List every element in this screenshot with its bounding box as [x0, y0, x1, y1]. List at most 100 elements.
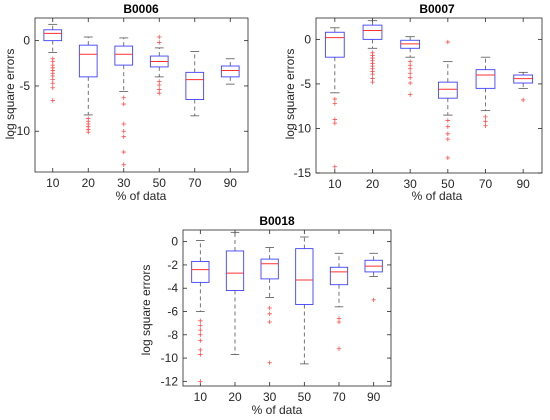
box-10	[43, 23, 63, 103]
box-iqr	[475, 69, 496, 89]
x-tick-label: 30	[403, 177, 417, 191]
chart-panel-b0018: B0018 % of data log square errors 0 -2 -4 -…	[139, 214, 392, 417]
x-tick-label: 90	[367, 390, 381, 404]
outlier-point	[267, 305, 272, 311]
box-30	[114, 37, 134, 167]
x-tick-label: 50	[441, 177, 455, 191]
box-iqr	[114, 45, 134, 66]
outlier-point	[407, 80, 413, 86]
plot-frame	[34, 17, 249, 173]
outlier-point	[267, 360, 272, 365]
outlier-point	[121, 101, 126, 107]
outlier-point	[445, 155, 451, 161]
outlier-point	[407, 71, 413, 76]
x-tick-label: 70	[332, 390, 346, 404]
outlier-point	[157, 40, 162, 45]
box-70	[475, 56, 496, 128]
y-tick-label: -10	[13, 124, 31, 138]
outlier-point	[332, 164, 338, 169]
outlier-point	[445, 124, 451, 129]
outlier-point	[198, 323, 203, 328]
x-tick-label: 50	[298, 390, 312, 404]
outlier-point	[198, 352, 203, 357]
box-iqr	[78, 44, 98, 78]
x-axis-label: % of data	[252, 403, 303, 417]
box-iqr	[185, 71, 205, 100]
x-tick-label: 10	[194, 390, 208, 404]
box-70	[185, 51, 205, 117]
box-iqr	[295, 248, 314, 305]
box-30	[400, 36, 421, 97]
outlier-point	[520, 97, 526, 103]
box-90	[220, 58, 240, 85]
x-axis-label: % of data	[412, 189, 463, 203]
x-tick-label: 30	[117, 176, 131, 190]
box-20	[362, 20, 383, 85]
x-tick-label: 20	[228, 390, 242, 404]
outlier-point	[370, 79, 375, 85]
box-30	[260, 247, 279, 365]
box-20	[78, 36, 98, 135]
chart-title: B0007	[419, 2, 455, 16]
outlier-point	[371, 297, 376, 303]
outlier-point	[445, 39, 451, 45]
x-tick-label: 70	[479, 177, 493, 191]
outlier-point	[157, 34, 162, 40]
box-iqr	[260, 258, 279, 280]
box-iqr	[437, 81, 458, 99]
outlier-point	[121, 149, 126, 155]
outlier-point	[121, 162, 126, 167]
box-iqr	[324, 31, 345, 58]
y-tick-label: -12	[161, 374, 179, 388]
y-tick-label: -10	[294, 121, 312, 135]
outlier-point	[336, 319, 342, 325]
box-70	[329, 252, 349, 351]
box-50	[149, 34, 169, 96]
box-10	[324, 27, 345, 169]
y-tick-label: 0	[304, 32, 311, 46]
box-20	[225, 231, 245, 355]
y-tick-label: -5	[19, 79, 30, 93]
x-tick-label: 50	[153, 176, 167, 190]
outlier-point	[157, 90, 162, 96]
y-tick-label: -6	[167, 304, 178, 318]
x-tick-label: 20	[366, 177, 380, 191]
y-axis-label: log square errors	[283, 49, 297, 140]
y-tick-label: -8	[167, 328, 178, 342]
outlier-point	[332, 120, 338, 126]
y-tick-label: 0	[171, 235, 178, 249]
box-90	[513, 71, 534, 103]
box-50	[295, 236, 314, 365]
outlier-point	[483, 114, 488, 120]
outlier-point	[121, 134, 126, 139]
y-tick-label: 0	[23, 34, 30, 48]
x-tick-label: 70	[188, 176, 202, 190]
outlier-point	[407, 66, 413, 71]
outlier-point	[267, 319, 272, 325]
outlier-point	[445, 118, 451, 123]
outlier-point	[407, 92, 413, 97]
plot-frame	[315, 17, 543, 174]
y-tick-label: -4	[167, 281, 178, 295]
y-tick-label: -10	[161, 351, 179, 365]
chart-panel-b0006: B0006 % of data log square errors 0 -5 -10…	[3, 2, 249, 203]
outlier-point	[332, 101, 338, 106]
outlier-point	[445, 136, 451, 142]
plot-frame	[182, 229, 392, 387]
y-tick-label: -15	[294, 166, 312, 180]
x-tick-label: 10	[46, 176, 60, 190]
outlier-point	[198, 338, 203, 343]
x-tick-label: 10	[328, 177, 342, 191]
outlier-point	[50, 81, 55, 86]
box-iqr	[43, 29, 63, 42]
x-tick-label: 90	[516, 177, 530, 191]
outlier-point	[86, 129, 91, 135]
outlier-point	[407, 75, 413, 80]
y-axis-label: log square errors	[139, 265, 153, 356]
outlier-point	[336, 346, 342, 351]
box-iqr	[220, 65, 240, 78]
outlier-point	[370, 71, 375, 77]
outlier-point	[267, 311, 272, 317]
outlier-point	[483, 119, 488, 124]
